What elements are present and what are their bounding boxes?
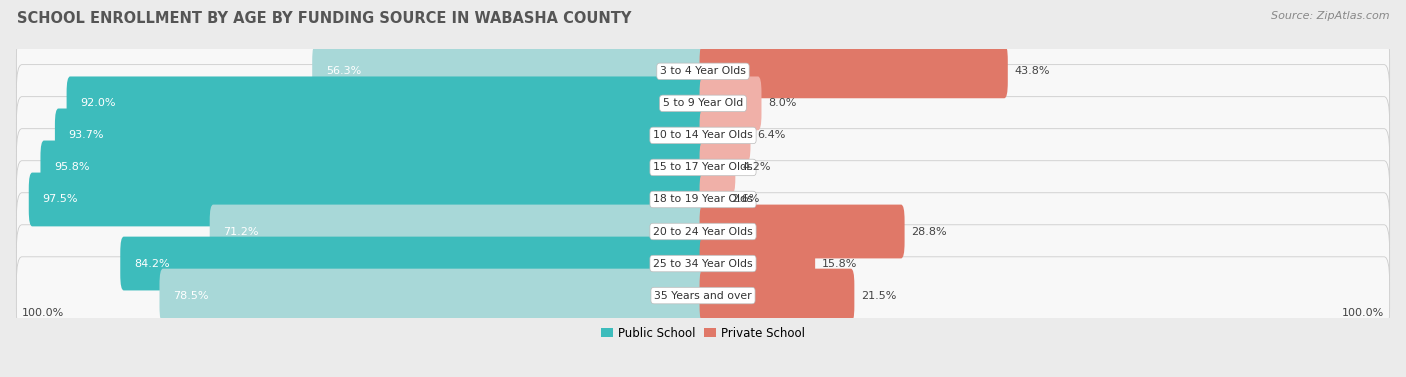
Text: 92.0%: 92.0% <box>80 98 115 108</box>
FancyBboxPatch shape <box>17 257 1389 334</box>
Text: 20 to 24 Year Olds: 20 to 24 Year Olds <box>654 227 752 236</box>
FancyBboxPatch shape <box>17 193 1389 270</box>
Text: 15.8%: 15.8% <box>823 259 858 268</box>
FancyBboxPatch shape <box>17 64 1389 142</box>
FancyBboxPatch shape <box>700 109 751 162</box>
FancyBboxPatch shape <box>41 141 706 195</box>
Text: 8.0%: 8.0% <box>768 98 797 108</box>
Text: 84.2%: 84.2% <box>134 259 170 268</box>
Text: 78.5%: 78.5% <box>173 291 208 300</box>
FancyBboxPatch shape <box>66 77 706 130</box>
Text: 43.8%: 43.8% <box>1015 66 1050 77</box>
FancyBboxPatch shape <box>700 77 762 130</box>
Text: 21.5%: 21.5% <box>862 291 897 300</box>
FancyBboxPatch shape <box>55 109 706 162</box>
Text: 4.2%: 4.2% <box>742 162 770 172</box>
Text: 56.3%: 56.3% <box>326 66 361 77</box>
FancyBboxPatch shape <box>17 161 1389 238</box>
Text: 35 Years and over: 35 Years and over <box>654 291 752 300</box>
FancyBboxPatch shape <box>17 225 1389 302</box>
Text: 18 to 19 Year Olds: 18 to 19 Year Olds <box>654 195 752 204</box>
FancyBboxPatch shape <box>312 44 706 98</box>
Text: 2.6%: 2.6% <box>731 195 759 204</box>
Text: 97.5%: 97.5% <box>42 195 77 204</box>
FancyBboxPatch shape <box>700 237 815 290</box>
Text: 6.4%: 6.4% <box>758 130 786 140</box>
FancyBboxPatch shape <box>17 32 1389 110</box>
FancyBboxPatch shape <box>700 44 1008 98</box>
FancyBboxPatch shape <box>159 269 706 322</box>
Text: 3 to 4 Year Olds: 3 to 4 Year Olds <box>659 66 747 77</box>
Text: 28.8%: 28.8% <box>911 227 948 236</box>
FancyBboxPatch shape <box>121 237 706 290</box>
Text: 15 to 17 Year Olds: 15 to 17 Year Olds <box>654 162 752 172</box>
Text: 93.7%: 93.7% <box>69 130 104 140</box>
Legend: Public School, Private School: Public School, Private School <box>596 322 810 344</box>
FancyBboxPatch shape <box>209 205 706 258</box>
FancyBboxPatch shape <box>17 129 1389 206</box>
Text: 100.0%: 100.0% <box>22 308 65 318</box>
FancyBboxPatch shape <box>28 173 706 226</box>
FancyBboxPatch shape <box>700 141 735 195</box>
FancyBboxPatch shape <box>700 173 724 226</box>
Text: Source: ZipAtlas.com: Source: ZipAtlas.com <box>1271 11 1389 21</box>
Text: 100.0%: 100.0% <box>1341 308 1384 318</box>
Text: 71.2%: 71.2% <box>224 227 259 236</box>
Text: 25 to 34 Year Olds: 25 to 34 Year Olds <box>654 259 752 268</box>
Text: SCHOOL ENROLLMENT BY AGE BY FUNDING SOURCE IN WABASHA COUNTY: SCHOOL ENROLLMENT BY AGE BY FUNDING SOUR… <box>17 11 631 26</box>
FancyBboxPatch shape <box>700 205 904 258</box>
Text: 10 to 14 Year Olds: 10 to 14 Year Olds <box>654 130 752 140</box>
FancyBboxPatch shape <box>17 97 1389 174</box>
FancyBboxPatch shape <box>700 269 855 322</box>
Text: 5 to 9 Year Old: 5 to 9 Year Old <box>662 98 744 108</box>
Text: 95.8%: 95.8% <box>55 162 90 172</box>
